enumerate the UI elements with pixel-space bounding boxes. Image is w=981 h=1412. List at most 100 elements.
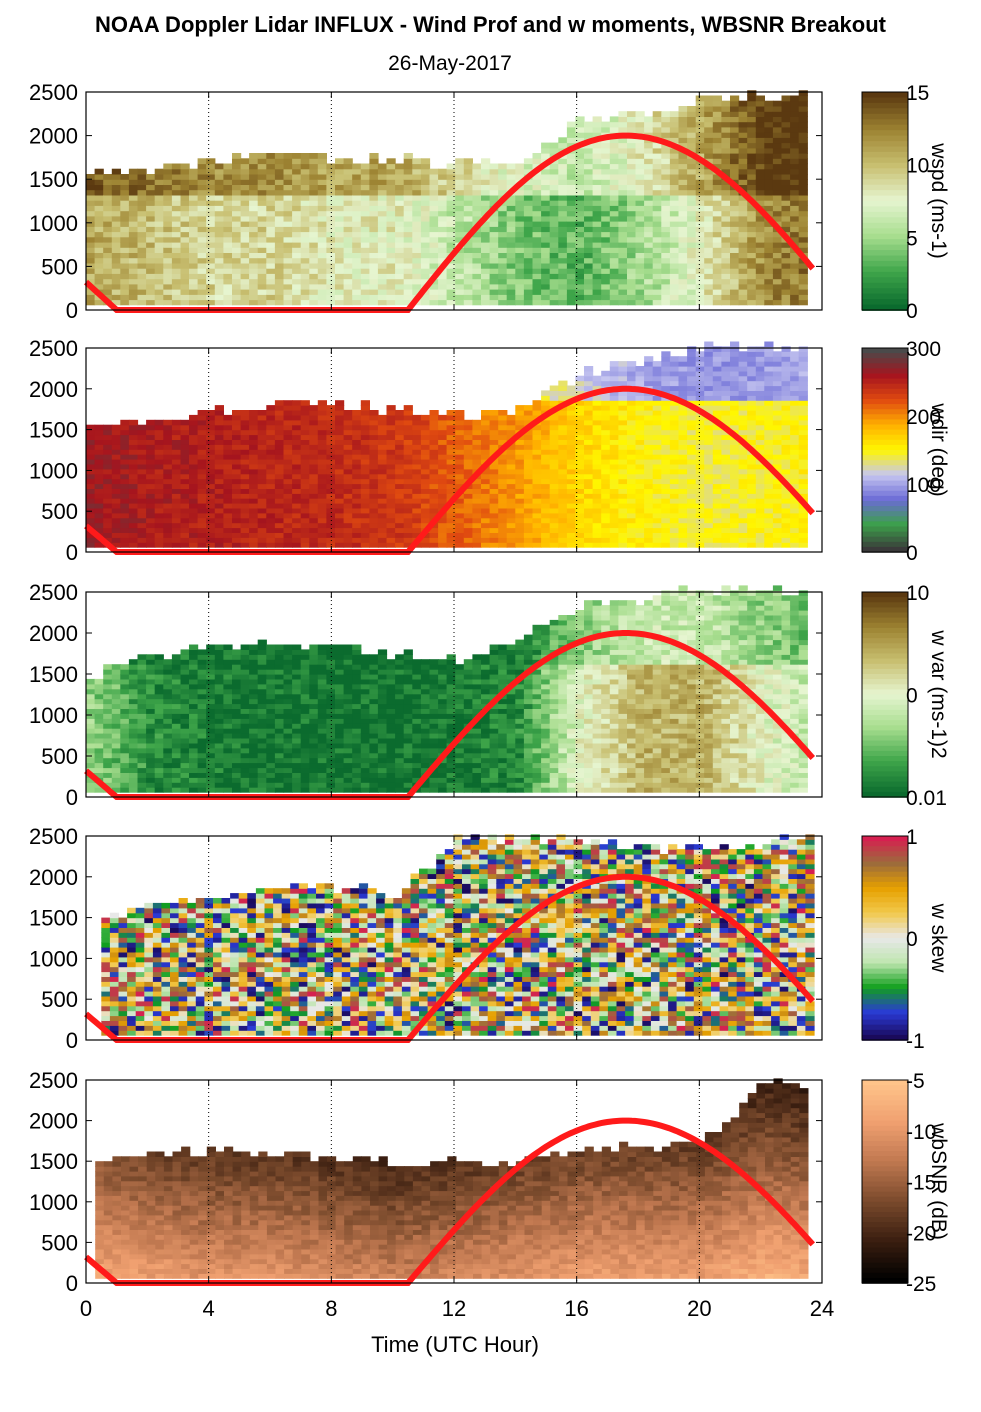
heatmap-cell (335, 299, 345, 306)
heatmap-cell (266, 478, 276, 485)
heatmap-cell (601, 215, 611, 222)
heatmap-cell (472, 163, 482, 170)
heatmap-cell (189, 252, 199, 259)
heatmap-cell (644, 174, 654, 180)
heatmap-cell (558, 454, 568, 460)
heatmap-cell (669, 385, 680, 391)
heatmap-cell (163, 163, 173, 170)
heatmap-cell (609, 126, 619, 133)
heatmap-cell (163, 242, 173, 248)
heatmap-cell (240, 194, 250, 201)
heatmap-cell (232, 483, 242, 489)
heatmap-cell (644, 400, 654, 406)
heatmap-cell (446, 210, 456, 217)
heatmap-cell (146, 189, 156, 196)
heatmap-cell (146, 257, 156, 264)
heatmap-cell (292, 184, 302, 191)
heatmap-cell (206, 410, 216, 416)
heatmap-cell (721, 537, 731, 543)
heatmap-cell (609, 527, 619, 533)
heatmap-cell (206, 168, 216, 175)
heatmap-cell (592, 257, 602, 264)
heatmap-cell (781, 210, 791, 217)
heatmap-cell (541, 236, 551, 243)
heatmap-cell (669, 473, 680, 480)
heatmap-cell (360, 478, 370, 485)
heatmap-cell (438, 194, 448, 201)
heatmap-cell (343, 507, 353, 514)
heatmap-cell (644, 444, 654, 450)
heatmap-cell (317, 542, 327, 548)
heatmap-cell (352, 194, 362, 201)
heatmap-cell (429, 449, 439, 455)
heatmap-cell (412, 215, 422, 222)
heatmap-cell (343, 522, 353, 529)
heatmap-cell (214, 473, 224, 480)
heatmap-cell (137, 231, 147, 238)
heatmap-cell (386, 498, 396, 504)
heatmap-cell (120, 483, 130, 489)
heatmap-cell (472, 205, 482, 212)
heatmap-cell (360, 174, 370, 180)
heatmap-cell (678, 488, 688, 494)
heatmap-cell (146, 434, 156, 440)
heatmap-cell (377, 215, 388, 222)
heatmap-cell (541, 268, 551, 274)
heatmap-cell (163, 247, 173, 253)
heatmap-cell (154, 532, 164, 538)
heatmap-cell (652, 257, 662, 264)
heatmap-cell (420, 517, 431, 524)
heatmap-cell (283, 189, 293, 196)
heatmap-cell (618, 116, 628, 123)
heatmap-cell (309, 478, 319, 485)
heatmap-cell (669, 449, 680, 455)
heatmap-cell (575, 252, 585, 259)
heatmap-cell (592, 215, 602, 222)
heatmap-cell (283, 168, 293, 175)
heatmap-cell (317, 194, 327, 201)
heatmap-cell (575, 449, 585, 455)
heatmap-cell (687, 537, 697, 543)
heatmap-cell (506, 273, 516, 280)
heatmap-cell (120, 299, 130, 306)
heatmap-cell (189, 463, 199, 470)
heatmap-cell (103, 231, 113, 238)
heatmap-cell (463, 189, 473, 196)
heatmap-cell (274, 194, 285, 201)
heatmap-cell (712, 268, 722, 274)
heatmap-cell (712, 532, 722, 538)
heatmap-cell (575, 205, 585, 212)
heatmap-cell (489, 449, 499, 455)
heatmap-cell (532, 527, 542, 533)
heatmap-cell (197, 434, 207, 440)
heatmap-cell (171, 522, 182, 529)
heatmap-cell (678, 168, 688, 175)
heatmap-cell (360, 200, 370, 206)
heatmap-cell (584, 215, 594, 222)
heatmap-cell (326, 424, 336, 431)
heatmap-cell (163, 221, 173, 227)
heatmap-cell (369, 168, 379, 175)
heatmap-cell (712, 116, 722, 123)
heatmap-cell (438, 179, 448, 185)
heatmap-cell (661, 454, 671, 460)
heatmap-cell (206, 493, 216, 499)
colorbar-swatch (862, 266, 908, 273)
heatmap-cell (300, 215, 310, 222)
heatmap-cell (764, 252, 774, 259)
heatmap-cell (317, 424, 327, 431)
heatmap-cell (86, 483, 96, 489)
heatmap-cell (429, 419, 439, 426)
heatmap-cell (257, 424, 267, 431)
heatmap-cell (111, 478, 121, 485)
heatmap-cell (266, 163, 276, 170)
heatmap-cell (455, 522, 465, 529)
heatmap-cell (558, 299, 568, 306)
heatmap-cell (249, 498, 259, 504)
heatmap-cell (721, 507, 731, 514)
heatmap-cell (94, 478, 104, 485)
heatmap-cell (712, 410, 722, 416)
heatmap-cell (446, 434, 456, 440)
heatmap-cell (283, 444, 293, 450)
heatmap-cell (592, 527, 602, 533)
